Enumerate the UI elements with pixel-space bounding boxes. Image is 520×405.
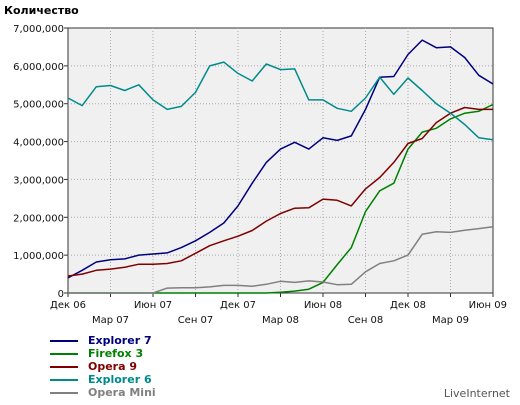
series-lines <box>67 39 494 294</box>
x-tick-label: Июн 09 <box>469 300 507 311</box>
x-axis-ticks: Дек 06 Июн 07 Дек 07 Июн 08 Дек 08 Июн 09Мар … <box>50 293 507 326</box>
chart: Количество 0 1,000,000 2,000,000 3,000,000 4… <box>4 4 507 326</box>
x-tick-label: Июн 08 <box>304 300 342 311</box>
y-tick-label: 4,000,000 <box>13 138 64 149</box>
series-line-explorer-6 <box>67 61 494 141</box>
legend-swatch <box>50 352 78 355</box>
y-tick-label: 7,000,000 <box>13 24 64 35</box>
legend-swatch <box>50 339 78 342</box>
y-tick-label: 3,000,000 <box>13 175 64 186</box>
legend-item: Explorer 7 <box>50 334 156 347</box>
series-line-opera-mini <box>68 226 494 294</box>
series-line-opera-9 <box>67 106 493 277</box>
legend: Explorer 7 Firefox 3 Opera 9 Explorer 6 Oper… <box>50 334 156 399</box>
legend-item: Firefox 3 <box>50 347 156 360</box>
legend-label: Firefox 3 <box>88 347 144 360</box>
legend-label: Opera Mini <box>88 386 156 399</box>
x-tick-label: Дек 06 <box>50 300 86 311</box>
legend-swatch <box>50 365 78 368</box>
legend-item: Opera Mini <box>50 386 156 399</box>
y-axis-label: Количество <box>4 4 79 17</box>
x-tick-label: Дек 08 <box>390 300 426 311</box>
legend-item: Opera 9 <box>50 360 156 373</box>
x-tick-label: Мар 09 <box>432 315 469 326</box>
x-tick-label: Сен 08 <box>348 315 384 326</box>
legend-label: Explorer 6 <box>88 373 152 386</box>
y-tick-label: 5,000,000 <box>13 100 64 111</box>
x-tick-label: Сен 07 <box>178 315 214 326</box>
x-tick-label: Дек 07 <box>220 300 256 311</box>
y-tick-label: 1,000,000 <box>13 251 64 262</box>
legend-swatch <box>50 378 78 381</box>
y-tick-label: 0 <box>58 289 64 300</box>
series-line-explorer-7 <box>67 39 494 279</box>
legend-label: Opera 9 <box>88 360 138 373</box>
x-tick-label: Мар 07 <box>92 315 129 326</box>
legend-swatch <box>50 391 78 394</box>
y-axis-ticks: 0 1,000,000 2,000,000 3,000,000 4,000,000 5,0… <box>13 24 68 300</box>
grid <box>68 28 493 293</box>
y-tick-label: 6,000,000 <box>13 62 64 73</box>
credit-label: LiveInternet <box>443 387 510 400</box>
legend-item: Explorer 6 <box>50 373 156 386</box>
x-tick-label: Мар 08 <box>262 315 299 326</box>
legend-label: Explorer 7 <box>88 334 152 347</box>
x-tick-label: Июн 07 <box>134 300 172 311</box>
y-tick-label: 2,000,000 <box>13 213 64 224</box>
